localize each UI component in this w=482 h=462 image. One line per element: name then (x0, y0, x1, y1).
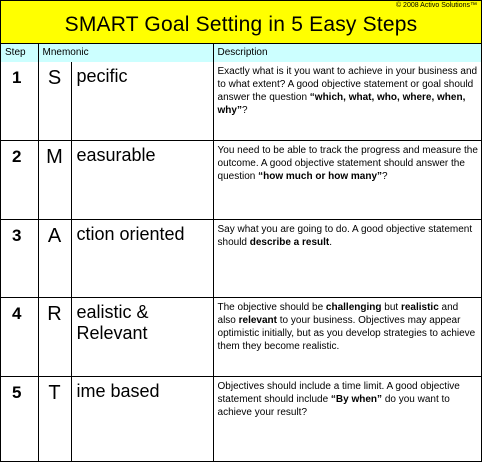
description-text: but (381, 302, 401, 314)
description-text: do you want to achieve your result? (217, 393, 450, 418)
description-text: to your business. Objectives may appear … (217, 315, 476, 353)
header-description: Description (212, 44, 481, 62)
description-emphasis: challenging (325, 302, 382, 314)
mnemonic-letter: T (37, 375, 72, 461)
mnemonic-letter: S (37, 62, 72, 142)
description-text: Say what you are going to do. A good obj… (217, 223, 473, 248)
copyright-notice: © 2008 Activo Solutions™ (395, 2, 477, 9)
description-text: and also (217, 302, 459, 327)
mnemonic-word: ime based (70, 375, 214, 461)
description-cell: The objective should be challenging but … (212, 297, 481, 377)
description-cell: Say what you are going to do. A good obj… (212, 218, 481, 299)
description-emphasis: realistic (400, 302, 439, 314)
description-text: . (329, 236, 333, 248)
description-emphasis: relevant (238, 315, 277, 327)
mnemonic-word: ction oriented (70, 218, 214, 299)
description-text: ? (241, 105, 248, 116)
description-cell: You need to be able to track the progres… (212, 140, 481, 220)
mnemonic-letter: R (37, 297, 72, 377)
step-number: 4 (1, 297, 39, 377)
mnemonic-letter: A (37, 218, 72, 299)
mnemonic-word: pecific (70, 62, 214, 142)
description-emphasis: “which, what, who, where, when, why” (217, 92, 466, 116)
description-emphasis: describe a result (249, 236, 330, 248)
mnemonic-word: ealistic & Relevant (70, 297, 214, 377)
header-step: Step (1, 44, 39, 62)
description-text: Objectives should include a time limit. … (217, 380, 460, 405)
header-row: Step Mnemonic Description (1, 44, 481, 62)
step-number: 1 (1, 62, 39, 142)
step-number: 5 (1, 375, 39, 461)
description-emphasis: “how much or how many” (258, 171, 383, 183)
title-banner: © 2008 Activo Solutions™ SMART Goal Sett… (1, 1, 481, 44)
description-text: ? (382, 171, 388, 183)
description-text: The objective should be (217, 302, 326, 314)
description-cell: Objectives should include a time limit. … (212, 375, 481, 461)
description-emphasis: “By when” (330, 393, 383, 405)
description-text: You need to be able to track the progres… (217, 145, 478, 183)
mnemonic-letter: M (37, 140, 72, 220)
step-number: 2 (1, 140, 39, 220)
mnemonic-word: easurable (70, 140, 214, 220)
step-number: 3 (1, 218, 39, 299)
page-title: SMART Goal Setting in 5 Easy Steps (64, 13, 418, 36)
description-cell: Exactly what is it you want to achieve i… (212, 62, 481, 142)
header-mnemonic: Mnemonic (37, 44, 214, 62)
description-text: Exactly what is it you want to achieve i… (217, 66, 478, 103)
